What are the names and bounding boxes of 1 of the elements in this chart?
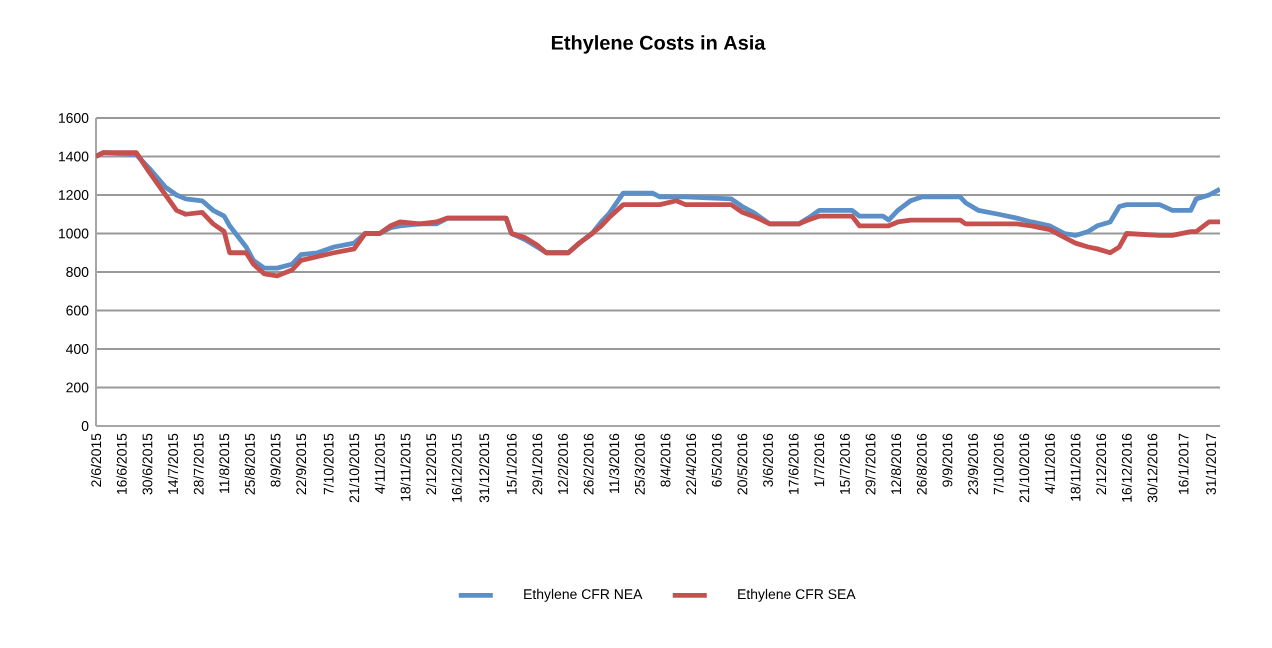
chart-title: Ethylene Costs in Asia: [551, 35, 766, 54]
